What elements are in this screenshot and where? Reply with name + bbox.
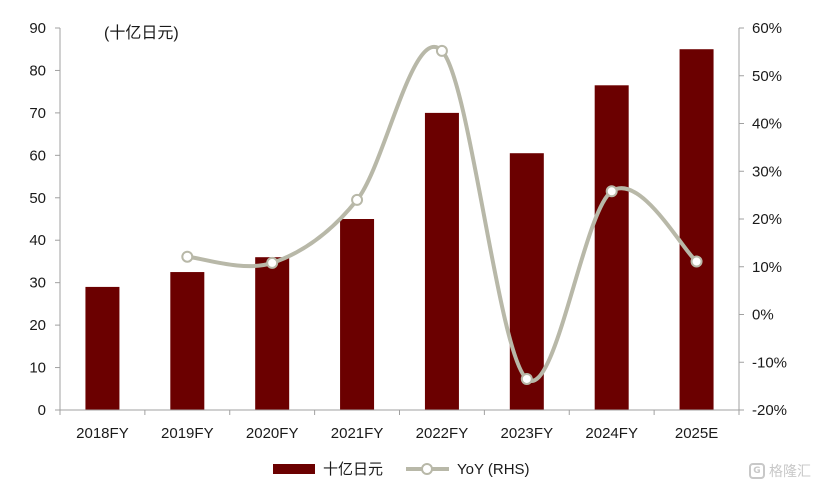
legend-bar-label: 十亿日元 — [323, 461, 383, 478]
bar-2023FY — [509, 153, 544, 410]
x-tick-label: 2024FY — [585, 425, 638, 442]
legend: 十亿日元 YoY (RHS) — [273, 461, 530, 478]
watermark: G 格隆汇 — [749, 461, 811, 481]
x-tick-label: 2018FY — [76, 425, 129, 442]
x-tick-label: 2021FY — [331, 425, 384, 442]
y-left-tick-label: 30 — [29, 275, 46, 292]
yoy-point-2020FY — [266, 256, 279, 269]
y-right-tick-label: -20% — [752, 402, 787, 419]
bar-2019FY — [170, 272, 205, 410]
yoy-point-2025E — [690, 255, 703, 268]
y-left-tick-label: 10 — [29, 360, 46, 377]
x-tick-label: 2025E — [675, 425, 718, 442]
y-left-tick-label: 50 — [29, 190, 46, 207]
y-right-tick-label: 20% — [752, 211, 782, 228]
yoy-point-2023FY — [520, 372, 533, 385]
x-tick-label: 2019FY — [161, 425, 214, 442]
y-left-tick-label: 90 — [29, 20, 46, 37]
y-left-tick-label: 70 — [29, 105, 46, 122]
y-left-tick-label: 80 — [29, 62, 46, 79]
legend-line-marker — [421, 463, 433, 475]
bar-group — [85, 49, 714, 411]
y-right-tick-label: 30% — [752, 163, 782, 180]
yoy-point-2019FY — [181, 250, 194, 263]
yoy-point-2024FY — [605, 185, 618, 198]
bar-2022FY — [424, 112, 459, 410]
bar-2024FY — [594, 85, 629, 411]
yoy-points — [181, 44, 703, 385]
bar-2020FY — [255, 257, 290, 410]
axes: 0 10 20 30 40 50 60 70 80 90 -20% -10% 0% 10% 20% 30% 40… — [29, 20, 787, 442]
y-left-tick-label: 60 — [29, 147, 46, 164]
yoy-point-2022FY — [435, 44, 448, 57]
y-left-tick-label: 0 — [38, 402, 46, 419]
legend-line-label: YoY (RHS) — [457, 461, 530, 478]
bar-2018FY — [85, 286, 120, 410]
y-right-tick-label: 60% — [752, 20, 782, 37]
unit-label: (十亿日元) — [104, 24, 179, 42]
legend-bar-swatch — [273, 464, 315, 474]
x-tick-label: 2020FY — [246, 425, 299, 442]
y-right-tick-label: 0% — [752, 307, 774, 324]
watermark-logo-icon: G — [749, 463, 765, 479]
bar-2025E — [679, 49, 714, 410]
yoy-line — [187, 45, 698, 383]
yoy-point-2021FY — [351, 193, 364, 206]
y-left-tick-label: 20 — [29, 317, 46, 334]
y-right-tick-label: 50% — [752, 68, 782, 85]
y-right-tick-label: 10% — [752, 259, 782, 276]
bar-2021FY — [340, 219, 375, 410]
y-right-tick-label: -10% — [752, 354, 787, 371]
x-tick-label: 2022FY — [416, 425, 469, 442]
y-right-tick-label: 40% — [752, 116, 782, 133]
x-tick-label: 2023FY — [501, 425, 554, 442]
y-left-tick-label: 40 — [29, 232, 46, 249]
watermark-text: 格隆汇 — [769, 464, 811, 480]
